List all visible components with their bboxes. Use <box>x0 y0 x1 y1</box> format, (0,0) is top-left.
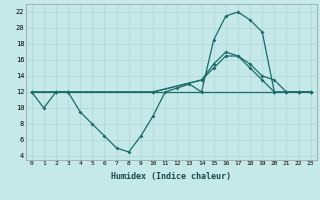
X-axis label: Humidex (Indice chaleur): Humidex (Indice chaleur) <box>111 172 231 181</box>
